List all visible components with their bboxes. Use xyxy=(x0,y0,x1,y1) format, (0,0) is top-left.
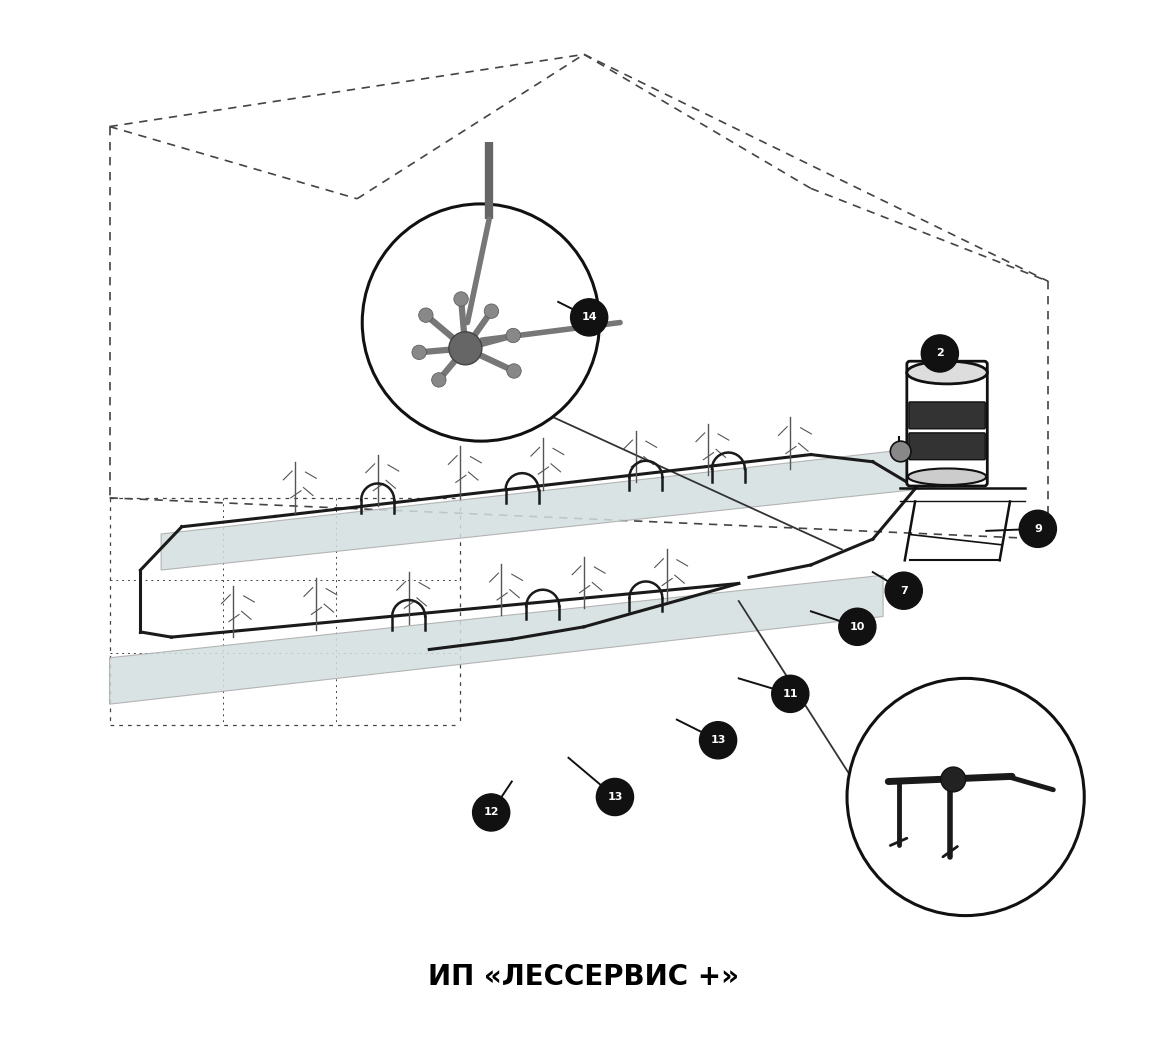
Ellipse shape xyxy=(906,361,987,384)
Text: 12: 12 xyxy=(484,808,499,817)
Circle shape xyxy=(700,722,737,759)
Circle shape xyxy=(506,329,521,342)
Text: 14: 14 xyxy=(582,312,597,323)
Text: 7: 7 xyxy=(899,586,908,595)
Polygon shape xyxy=(161,446,934,570)
Circle shape xyxy=(418,308,433,323)
Circle shape xyxy=(839,609,876,645)
Circle shape xyxy=(473,794,509,831)
Circle shape xyxy=(432,372,446,387)
Text: 13: 13 xyxy=(710,735,725,746)
Circle shape xyxy=(362,204,599,441)
Circle shape xyxy=(597,779,633,815)
Text: 10: 10 xyxy=(849,622,865,632)
Text: 2: 2 xyxy=(936,348,944,359)
FancyBboxPatch shape xyxy=(909,402,986,428)
Circle shape xyxy=(922,335,959,372)
Circle shape xyxy=(885,572,923,610)
Text: 13: 13 xyxy=(607,792,623,802)
Circle shape xyxy=(890,441,911,461)
Circle shape xyxy=(485,304,499,318)
Text: ИП «ЛЕССЕРВИС +»: ИП «ЛЕССЕРВИС +» xyxy=(429,963,739,991)
Text: 11: 11 xyxy=(783,689,798,699)
Circle shape xyxy=(412,345,426,360)
Circle shape xyxy=(772,675,809,712)
Circle shape xyxy=(1020,510,1056,548)
Polygon shape xyxy=(110,576,883,704)
Circle shape xyxy=(571,299,607,336)
Circle shape xyxy=(507,364,521,379)
Circle shape xyxy=(847,678,1084,916)
FancyBboxPatch shape xyxy=(906,361,987,486)
Circle shape xyxy=(454,291,468,306)
Circle shape xyxy=(941,767,966,792)
Ellipse shape xyxy=(908,469,986,485)
Text: 9: 9 xyxy=(1034,524,1042,534)
Circle shape xyxy=(449,332,482,365)
FancyBboxPatch shape xyxy=(909,432,986,459)
